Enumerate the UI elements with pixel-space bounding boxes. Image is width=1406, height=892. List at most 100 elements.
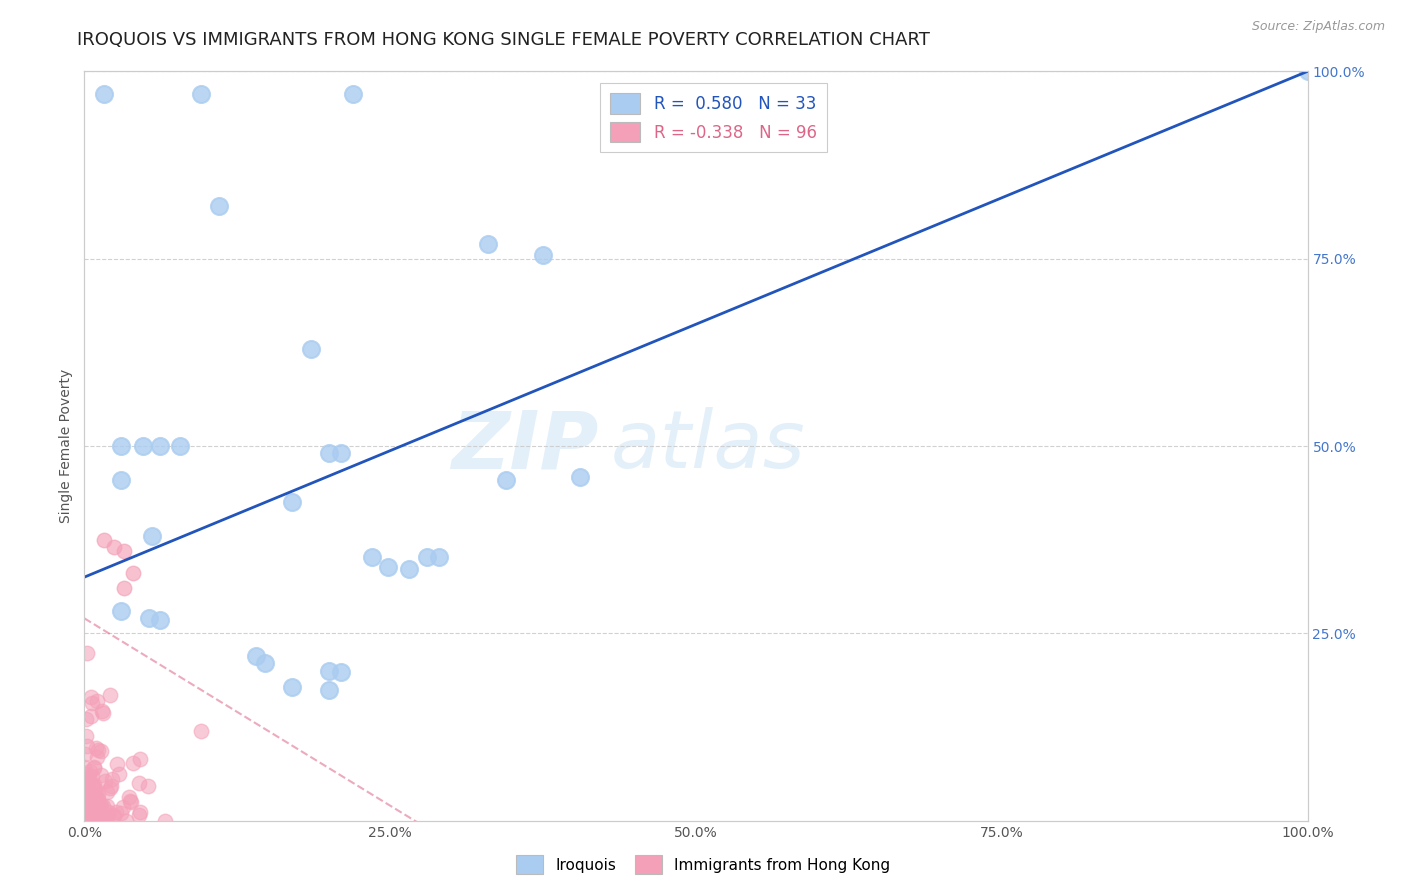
Point: [82, 778, 104, 792]
Point: [83, 812, 105, 826]
Point: [83, 788, 105, 802]
Point: [254, 657, 277, 671]
Point: [80, 690, 103, 705]
Point: [96, 784, 118, 798]
Point: [76, 739, 98, 754]
Point: [86, 693, 108, 707]
Point: [89, 799, 111, 814]
Point: [495, 473, 517, 487]
Point: [83, 760, 105, 774]
Point: [100, 779, 122, 793]
Point: [149, 613, 172, 627]
Point: [73, 801, 96, 815]
Point: [208, 199, 231, 213]
Point: [98, 688, 121, 702]
Point: [84, 805, 107, 819]
Point: [136, 779, 159, 793]
Point: [75, 712, 97, 726]
Point: [138, 611, 160, 625]
Point: [89, 798, 111, 813]
Point: [141, 529, 163, 543]
Point: [121, 756, 143, 770]
Point: [93, 87, 115, 101]
Point: [330, 665, 353, 680]
Point: [398, 562, 420, 576]
Point: [122, 566, 145, 581]
Point: [360, 549, 382, 564]
Point: [94, 773, 117, 788]
Point: [568, 470, 591, 484]
Point: [80, 814, 103, 828]
Point: [281, 495, 304, 509]
Point: [129, 752, 152, 766]
Point: [82, 814, 104, 828]
Point: [79, 810, 101, 824]
Point: [98, 780, 121, 795]
Y-axis label: Single Female Poverty: Single Female Poverty: [59, 369, 73, 523]
Point: [76, 646, 98, 660]
Point: [73, 790, 96, 805]
Point: [86, 743, 108, 757]
Point: [83, 778, 105, 792]
Point: [155, 814, 177, 828]
Point: [299, 342, 322, 356]
Point: [101, 772, 124, 786]
Point: [330, 446, 353, 460]
Point: [128, 776, 150, 790]
Point: [112, 582, 135, 596]
Point: [108, 767, 131, 781]
Point: [91, 798, 114, 813]
Point: [97, 805, 120, 819]
Point: [103, 540, 125, 554]
Point: [128, 807, 150, 822]
Point: [76, 777, 98, 791]
Point: [80, 709, 103, 723]
Point: [94, 814, 117, 828]
Point: [531, 248, 554, 262]
Point: [111, 800, 134, 814]
Point: [83, 793, 105, 807]
Point: [87, 793, 110, 807]
Point: [84, 782, 107, 797]
Point: [76, 779, 98, 793]
Point: [169, 439, 191, 453]
Legend: R =  0.580   N = 33, R = -0.338   N = 96: R = 0.580 N = 33, R = -0.338 N = 96: [600, 84, 827, 153]
Point: [149, 439, 172, 453]
Point: [281, 680, 304, 694]
Point: [86, 750, 108, 764]
Point: [377, 560, 399, 574]
Point: [245, 648, 267, 663]
Point: [79, 803, 101, 817]
Point: [77, 796, 100, 810]
Point: [110, 805, 132, 820]
Point: [112, 544, 135, 558]
Point: [79, 808, 101, 822]
Point: [75, 766, 97, 780]
Point: [73, 747, 96, 762]
Point: [96, 799, 118, 814]
Point: [77, 814, 100, 828]
Point: [318, 446, 340, 460]
Point: [190, 724, 212, 739]
Point: [76, 796, 98, 810]
Point: [104, 805, 127, 819]
Point: [342, 87, 364, 101]
Point: [110, 439, 132, 453]
Point: [120, 795, 142, 809]
Point: [132, 439, 155, 453]
Point: [1296, 64, 1319, 78]
Point: [76, 796, 98, 810]
Point: [110, 473, 132, 487]
Text: IROQUOIS VS IMMIGRANTS FROM HONG KONG SINGLE FEMALE POVERTY CORRELATION CHART: IROQUOIS VS IMMIGRANTS FROM HONG KONG SI…: [77, 31, 931, 49]
Point: [82, 780, 104, 795]
Point: [103, 809, 125, 823]
Point: [96, 811, 118, 825]
Point: [129, 805, 152, 820]
Point: [318, 682, 340, 697]
Point: [75, 729, 97, 743]
Point: [82, 696, 104, 710]
Point: [87, 792, 110, 806]
Point: [110, 604, 132, 618]
Point: [73, 788, 96, 802]
Point: [75, 787, 97, 801]
